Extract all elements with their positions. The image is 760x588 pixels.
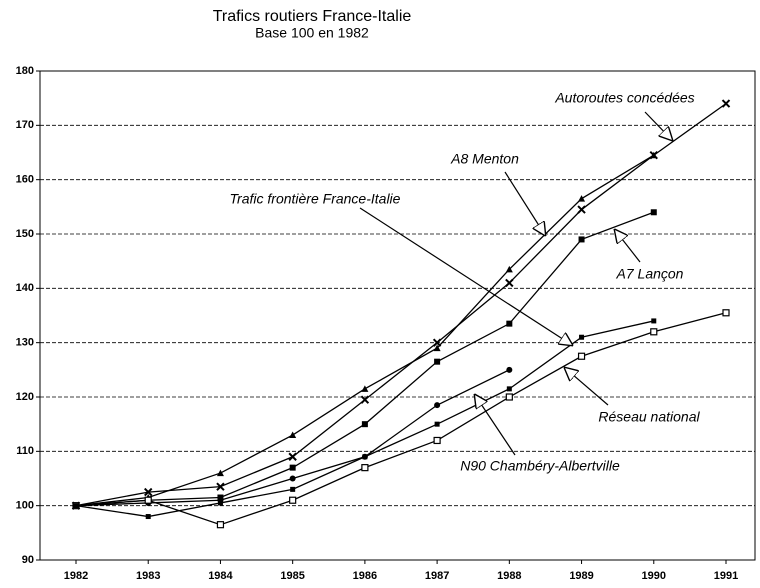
series-line bbox=[75, 320, 654, 518]
point bbox=[650, 151, 658, 159]
x-tick-label: 1985 bbox=[280, 570, 304, 582]
y-tick-label: 130 bbox=[16, 337, 34, 349]
point bbox=[288, 452, 297, 461]
y-tick-label: 90 bbox=[22, 554, 34, 566]
point bbox=[217, 500, 223, 506]
plot-frame bbox=[39, 70, 756, 561]
chart-subtitle: Base 100 en 1982 bbox=[255, 25, 369, 41]
point bbox=[650, 328, 658, 336]
point bbox=[217, 494, 224, 501]
point bbox=[434, 358, 441, 365]
point bbox=[433, 436, 441, 445]
point bbox=[216, 521, 225, 529]
y-tick-label: 170 bbox=[16, 119, 34, 131]
x-tick-label: 1988 bbox=[497, 570, 521, 582]
annotation: A7 Lançon bbox=[616, 266, 684, 282]
point bbox=[577, 352, 586, 360]
point bbox=[362, 454, 368, 460]
point bbox=[578, 195, 586, 202]
x-tick-label: 1990 bbox=[642, 570, 666, 582]
y-tick-label: 110 bbox=[16, 445, 34, 457]
point bbox=[506, 366, 513, 373]
point bbox=[433, 344, 441, 352]
annotation: Autoroutes concédées bbox=[554, 90, 694, 106]
point bbox=[579, 334, 585, 340]
x-tick-label: 1987 bbox=[425, 570, 449, 582]
x-tick-label: 1982 bbox=[64, 570, 88, 582]
y-tick-label: 100 bbox=[16, 500, 34, 512]
annotation-arrow bbox=[615, 230, 641, 263]
annotation-arrow bbox=[359, 207, 572, 345]
point bbox=[361, 385, 369, 392]
y-tick-label: 140 bbox=[16, 282, 34, 294]
annotation-arrow bbox=[504, 171, 545, 235]
point bbox=[434, 402, 441, 409]
point bbox=[361, 421, 368, 428]
y-tick-label: 160 bbox=[16, 174, 34, 186]
annotation-arrow bbox=[475, 395, 516, 456]
x-tick-label: 1989 bbox=[569, 570, 593, 582]
series-line bbox=[75, 154, 655, 507]
annotation-arrow bbox=[565, 368, 609, 406]
x-tick-label: 1983 bbox=[136, 570, 160, 582]
annotation: N90 Chambéry-Albertville bbox=[460, 458, 620, 474]
series-line bbox=[75, 103, 727, 507]
y-tick-label: 150 bbox=[16, 228, 34, 240]
point bbox=[144, 496, 152, 504]
point bbox=[216, 482, 225, 491]
point bbox=[651, 318, 657, 324]
x-tick-label: 1984 bbox=[208, 570, 233, 582]
annotation: A8 Menton bbox=[450, 151, 519, 167]
y-tick-label: 120 bbox=[16, 391, 34, 403]
point bbox=[361, 464, 369, 472]
point bbox=[434, 421, 440, 427]
point bbox=[577, 205, 586, 214]
point bbox=[289, 464, 296, 471]
point bbox=[144, 487, 153, 497]
point bbox=[145, 514, 151, 520]
point bbox=[360, 395, 370, 404]
point bbox=[650, 209, 657, 216]
annotation: Trafic frontière France-Italie bbox=[230, 191, 401, 207]
x-tick-label: 1986 bbox=[353, 570, 377, 582]
series-line bbox=[75, 312, 727, 526]
annotation: Réseau national bbox=[598, 409, 700, 425]
point bbox=[505, 393, 513, 401]
point bbox=[216, 469, 224, 477]
point bbox=[505, 265, 513, 273]
point bbox=[73, 503, 79, 509]
point bbox=[578, 236, 585, 243]
point bbox=[505, 278, 514, 288]
x-tick-label: 1991 bbox=[714, 570, 738, 582]
point bbox=[289, 431, 297, 439]
point bbox=[290, 486, 296, 492]
point bbox=[722, 309, 730, 317]
point bbox=[289, 496, 297, 504]
point bbox=[289, 475, 296, 482]
chart-title: Trafics routiers France-Italie bbox=[213, 8, 412, 25]
point bbox=[506, 320, 513, 327]
annotation-arrow bbox=[644, 111, 672, 140]
point bbox=[506, 386, 512, 392]
point bbox=[721, 99, 731, 108]
y-tick-label: 180 bbox=[16, 65, 34, 77]
